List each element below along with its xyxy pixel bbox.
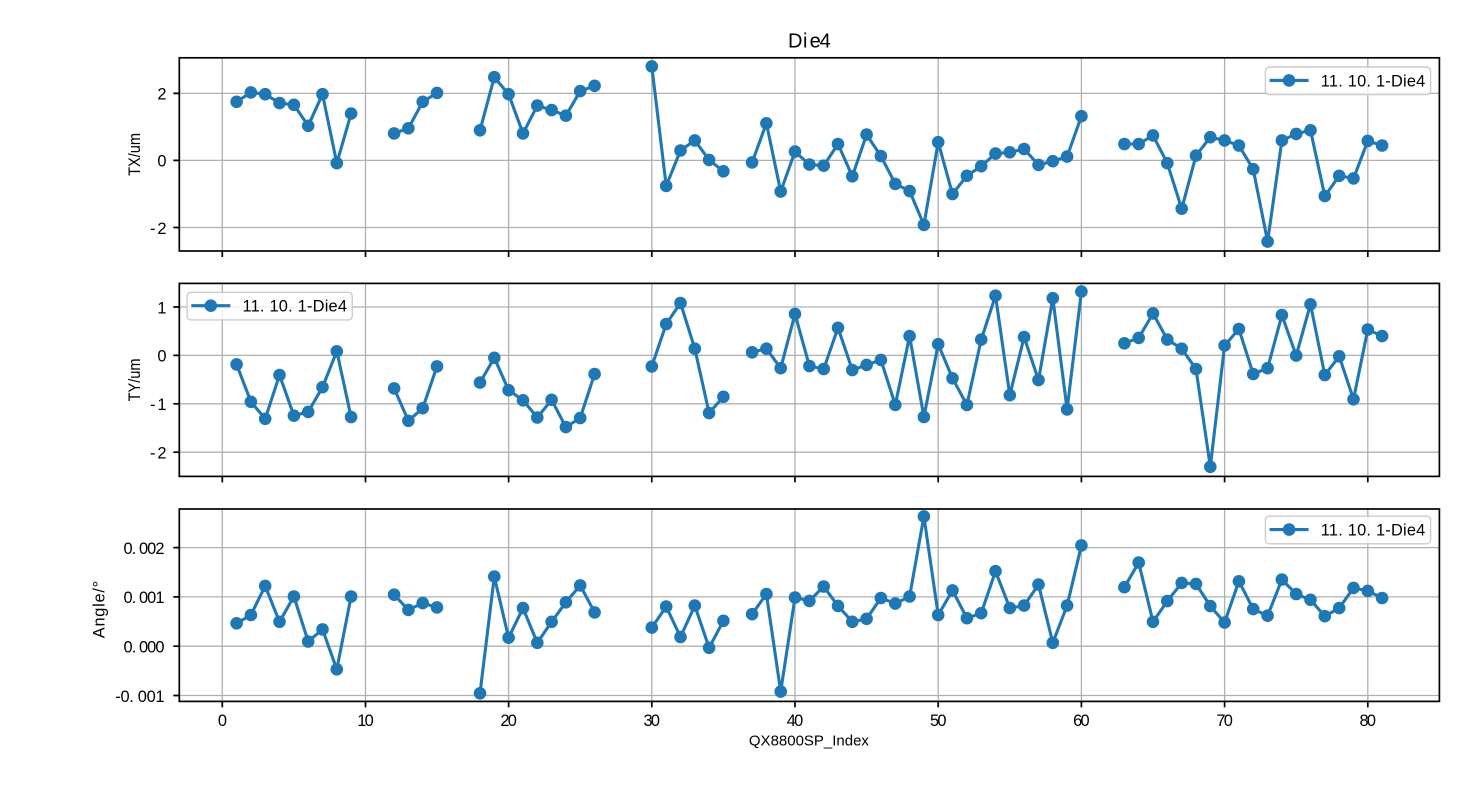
- svg-text:0. 001: 0. 001: [124, 589, 165, 607]
- svg-text:Angle/°: Angle/°: [91, 581, 109, 638]
- svg-text:0: 0: [218, 712, 227, 730]
- svg-text:0. 000: 0. 000: [124, 639, 165, 657]
- svg-text:70: 70: [1216, 712, 1233, 730]
- svg-text:30: 30: [644, 712, 661, 730]
- svg-text:10: 10: [357, 712, 374, 730]
- svg-text:-0. 001: -0. 001: [115, 688, 164, 706]
- svg-text:-2: -2: [150, 445, 167, 463]
- svg-text:40: 40: [787, 712, 804, 730]
- svg-text:11. 10. 1-Die4: 11. 10. 1-Die4: [243, 298, 348, 316]
- svg-text:TX/um: TX/um: [126, 133, 144, 176]
- svg-text:Die4: Di e4: [788, 31, 831, 53]
- svg-text:TY/um: TY/um: [126, 358, 144, 401]
- svg-text:80: 80: [1360, 712, 1377, 730]
- svg-text:0: 0: [157, 153, 166, 171]
- svg-text:-1: -1: [150, 396, 167, 414]
- svg-text:0: 0: [157, 348, 166, 366]
- svg-text:50: 50: [930, 712, 947, 730]
- svg-text:11. 10. 1-Die4: 11. 10. 1-Die4: [1321, 72, 1426, 90]
- svg-text:-2: -2: [150, 220, 167, 238]
- svg-text:1: 1: [157, 299, 166, 317]
- svg-text:2: 2: [157, 86, 166, 104]
- svg-text:QX8800SP_Index: QX8800SP_Index: [749, 733, 870, 750]
- svg-text:0. 002: 0. 002: [124, 540, 165, 558]
- svg-text:60: 60: [1073, 712, 1090, 730]
- svg-text:20: 20: [500, 712, 516, 730]
- svg-text:11. 10. 1-Die4: 11. 10. 1-Die4: [1321, 522, 1426, 540]
